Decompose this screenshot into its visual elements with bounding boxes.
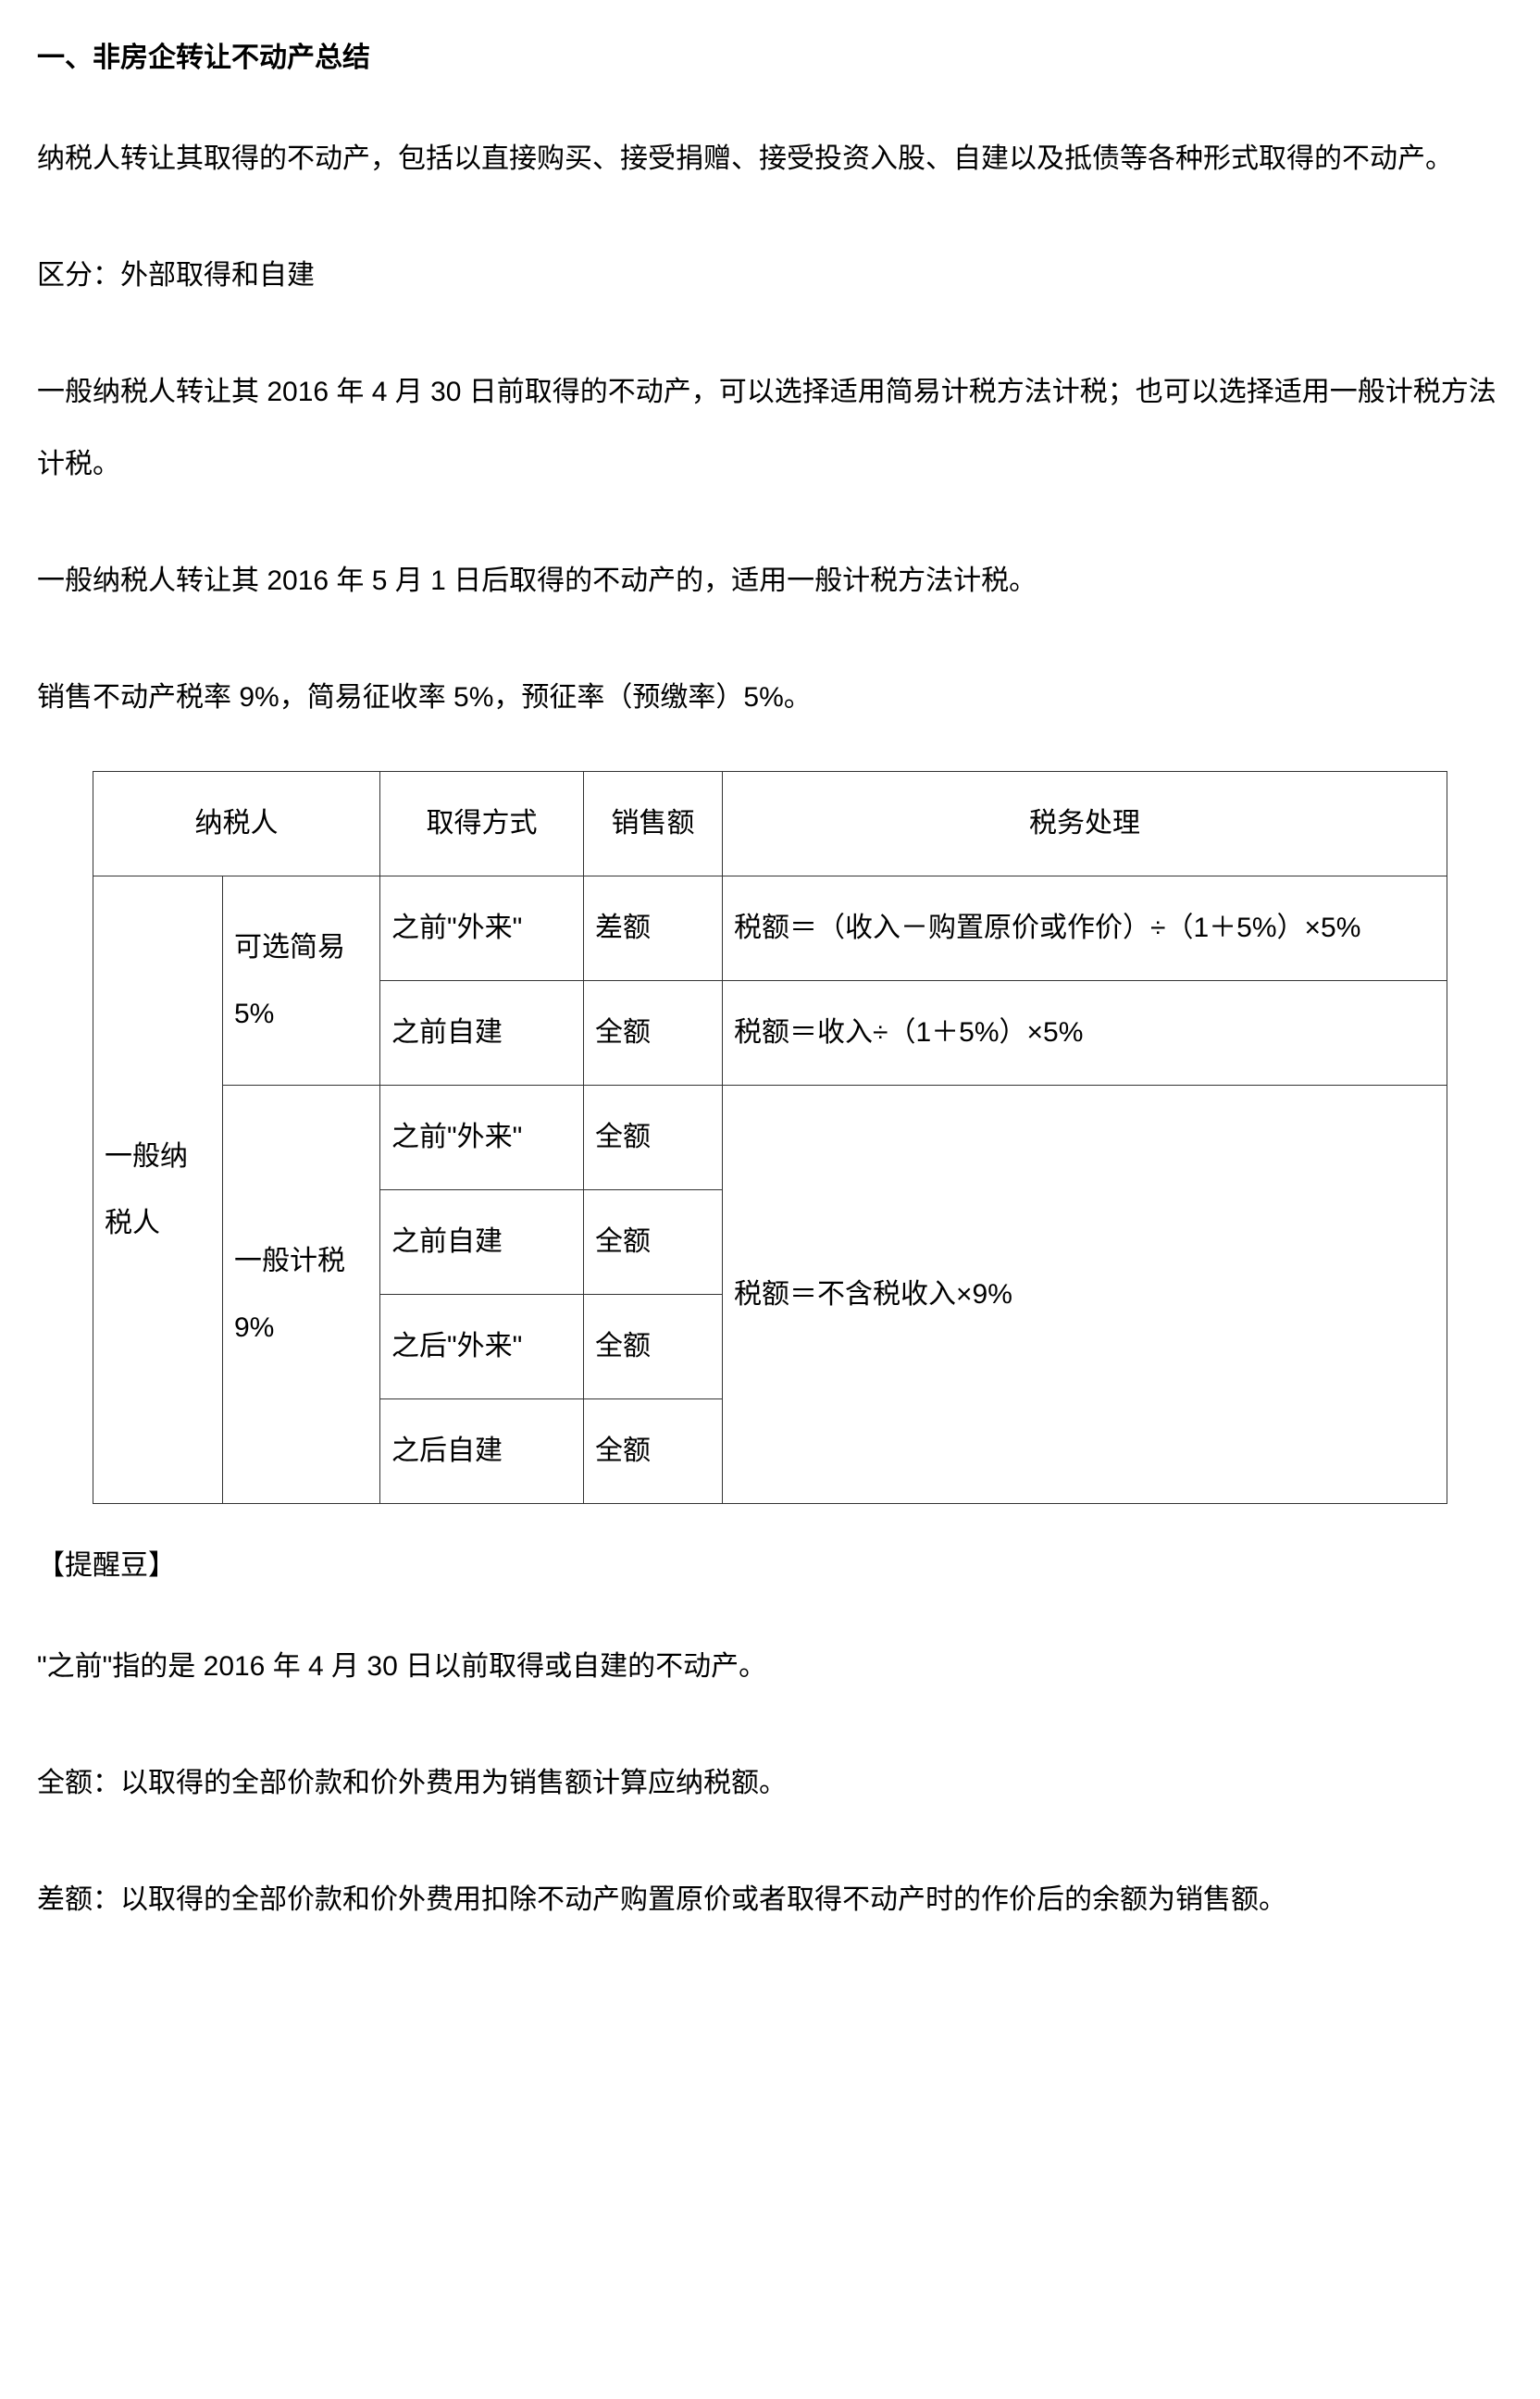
cell-amount-full: 全额 [584,981,723,1086]
paragraph-intro: 纳税人转让其取得的不动产，包括以直接购买、接受捐赠、接受投资入股、自建以及抵债等… [37,123,1503,195]
col-header-sales-amount: 销售额 [584,772,723,876]
col-header-acquisition: 取得方式 [380,772,584,876]
cell-acq-before-external-2: 之前"外来" [380,1086,584,1190]
cell-amount-full: 全额 [584,1295,723,1399]
paragraph-before-definition: "之前"指的是 2016 年 4 月 30 日以前取得或自建的不动产。 [37,1631,1503,1703]
tax-table-wrap: 纳税人 取得方式 销售额 税务处理 一般纳税人 可选简易5% 之前"外来" 差额… [37,771,1503,1504]
col-header-tax-treatment: 税务处理 [723,772,1447,876]
paragraph-before-2016: 一般纳税人转让其 2016 年 4 月 30 日前取得的不动产，可以选择适用简易… [37,356,1503,501]
section-heading: 一、非房企转让不动产总结 [37,37,1503,79]
table-row: 一般纳税人 可选简易5% 之前"外来" 差额 税额＝（收入－购置原价或作价）÷（… [93,876,1447,981]
cell-tax-formula-3: 税额＝不含税收入×9% [723,1086,1447,1504]
cell-tax-formula-1: 税额＝（收入－购置原价或作价）÷（1＋5%）×5% [723,876,1447,981]
cell-method-simple: 可选简易5% [223,876,380,1086]
cell-acq-before-self: 之前自建 [380,981,584,1086]
col-header-taxpayer: 纳税人 [93,772,380,876]
cell-amount-diff: 差额 [584,876,723,981]
reminder-label: 【提醒豆】 [37,1545,1503,1586]
cell-acq-after-external: 之后"外来" [380,1295,584,1399]
paragraph-diff-amount-definition: 差额：以取得的全部价款和价外费用扣除不动产购置原价或者取得不动产时的作价后的余额… [37,1864,1503,1936]
paragraph-distinguish: 区分：外部取得和自建 [37,240,1503,312]
cell-method-general: 一般计税9% [223,1086,380,1504]
cell-acq-before-self-2: 之前自建 [380,1190,584,1295]
cell-amount-full: 全额 [584,1399,723,1504]
table-header-row: 纳税人 取得方式 销售额 税务处理 [93,772,1447,876]
tax-treatment-table: 纳税人 取得方式 销售额 税务处理 一般纳税人 可选简易5% 之前"外来" 差额… [93,771,1447,1504]
table-row: 一般计税9% 之前"外来" 全额 税额＝不含税收入×9% [93,1086,1447,1190]
cell-acq-after-self: 之后自建 [380,1399,584,1504]
paragraph-after-2016: 一般纳税人转让其 2016 年 5 月 1 日后取得的不动产的，适用一般计税方法… [37,545,1503,617]
cell-acq-before-external: 之前"外来" [380,876,584,981]
cell-taxpayer-general: 一般纳税人 [93,876,223,1504]
paragraph-rates: 销售不动产税率 9%，简易征收率 5%，预征率（预缴率）5%。 [37,662,1503,734]
cell-tax-formula-2: 税额＝收入÷（1＋5%）×5% [723,981,1447,1086]
paragraph-full-amount-definition: 全额：以取得的全部价款和价外费用为销售额计算应纳税额。 [37,1747,1503,1820]
cell-amount-full: 全额 [584,1190,723,1295]
cell-amount-full: 全额 [584,1086,723,1190]
